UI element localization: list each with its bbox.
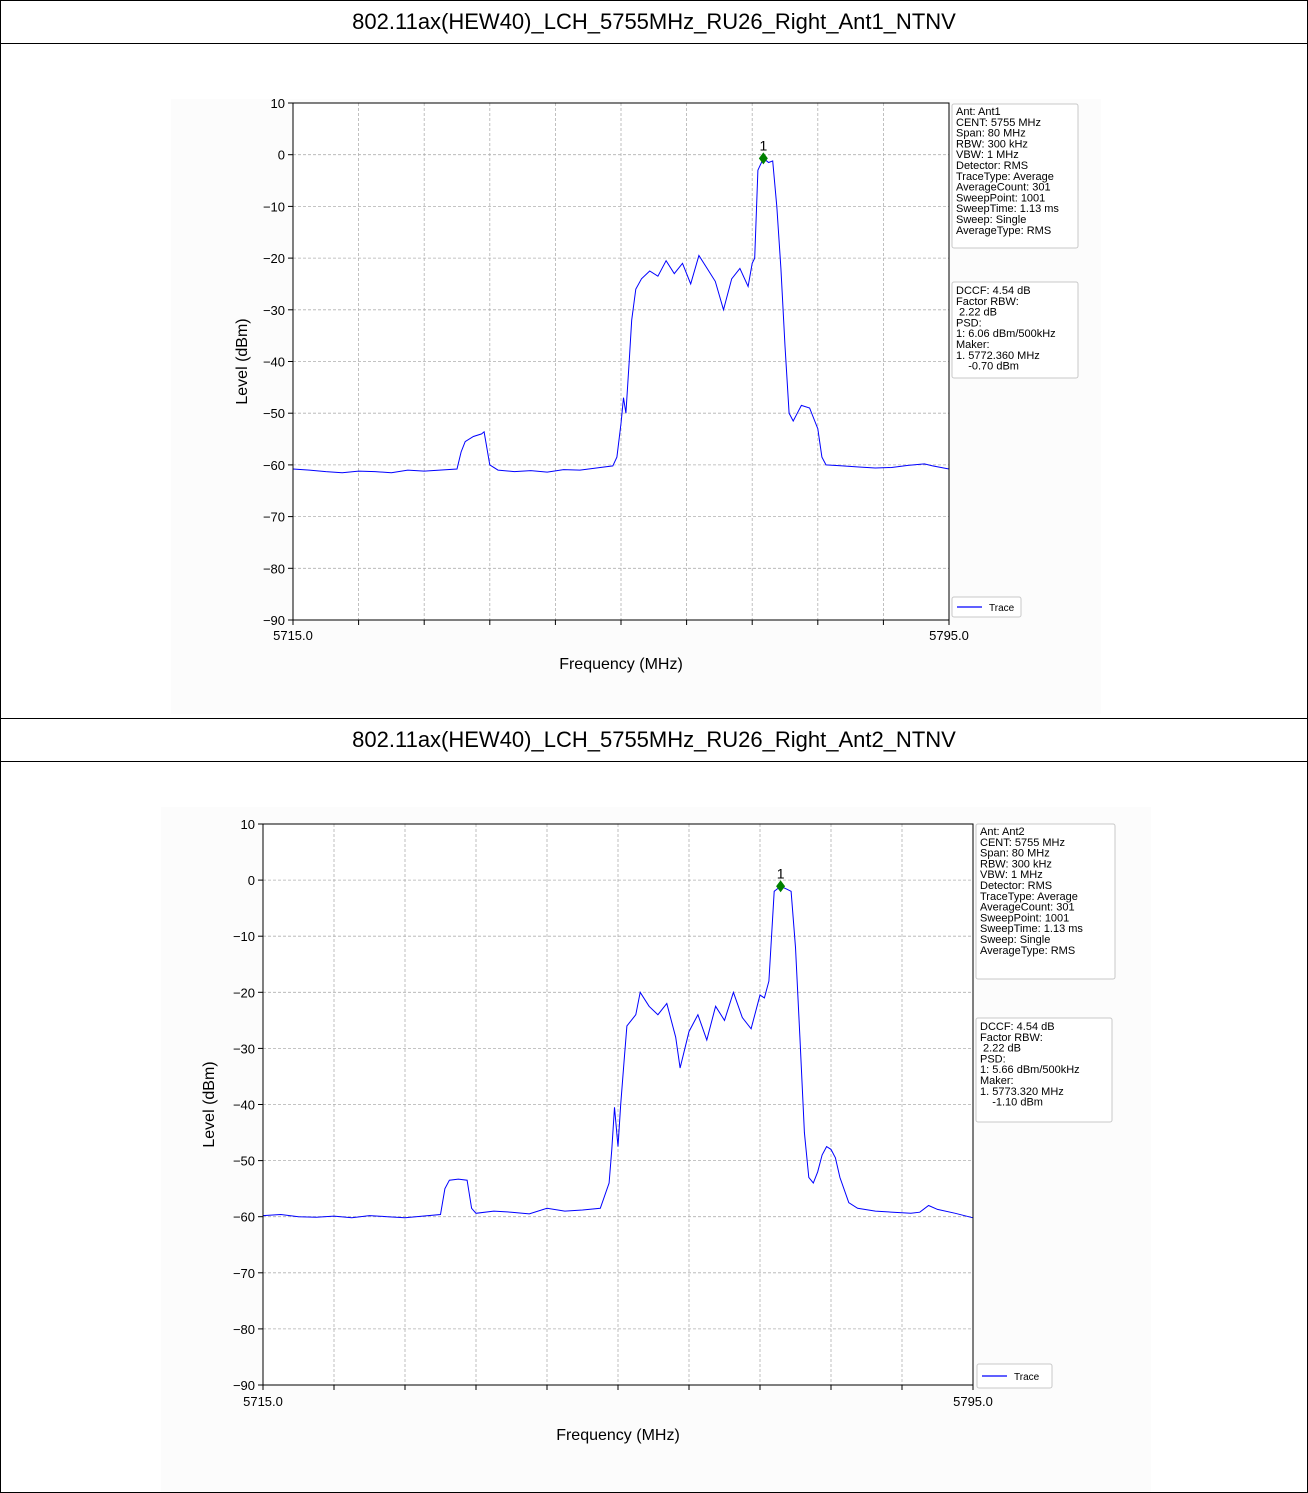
x-tick-label-start: 5715.0 xyxy=(273,628,313,643)
x-axis-label: Frequency (MHz) xyxy=(559,656,683,673)
plot-frame xyxy=(262,823,974,1386)
info-box-line: SweepTime: 1.13 ms xyxy=(980,923,1083,935)
y-tick-label: 10 xyxy=(271,96,285,111)
y-tick-label: −40 xyxy=(233,1098,255,1113)
plot-frame xyxy=(292,102,950,621)
y-tick-label: −70 xyxy=(263,510,285,525)
y-tick-label: −30 xyxy=(263,303,285,318)
info-box-line: Sweep: Single xyxy=(956,214,1026,226)
y-tick-label: −50 xyxy=(263,406,285,421)
trace-line xyxy=(292,157,950,474)
y-tick-label: −60 xyxy=(233,1210,255,1225)
info-box xyxy=(975,823,1116,980)
info-box-line: Ant: Ant1 xyxy=(956,106,1001,118)
y-tick-label: −80 xyxy=(263,561,285,576)
result-box-line: -0.70 dBm xyxy=(956,361,1019,373)
y-tick-label: −60 xyxy=(263,458,285,473)
info-box-line: AverageType: RMS xyxy=(980,945,1075,957)
y-tick-label: −20 xyxy=(263,251,285,266)
info-box-line: VBW: 1 MHz xyxy=(980,869,1043,881)
y-tick-label: −90 xyxy=(263,613,285,628)
trace-line xyxy=(262,885,974,1219)
info-box-line: Detector: RMS xyxy=(980,880,1052,892)
info-box-line: Ant: Ant2 xyxy=(980,826,1025,838)
marker-label: 1 xyxy=(777,865,785,881)
y-tick-label: −70 xyxy=(233,1266,255,1281)
info-box-line: TraceType: Average xyxy=(956,171,1054,183)
result-box-line: Maker: xyxy=(980,1075,1014,1087)
info-box-line: AverageCount: 301 xyxy=(956,182,1051,194)
panel-2-title: 802.11ax(HEW40)_LCH_5755MHz_RU26_Right_A… xyxy=(1,719,1307,762)
info-box-line: AverageType: RMS xyxy=(956,225,1051,237)
panel-2: 10 0 −10 −20 −30 −40 −50 −60 −70 −80 −90 5715.0 5795… xyxy=(1,762,1307,1492)
y-tick-label: −30 xyxy=(233,1041,255,1056)
result-box-line: PSD: xyxy=(980,1053,1006,1065)
info-box-line: SweepTime: 1.13 ms xyxy=(956,203,1059,215)
x-axis-label: Frequency (MHz) xyxy=(556,1427,680,1444)
result-box-line: DCCF: 4.54 dB xyxy=(980,1021,1055,1033)
result-box-line: -1.10 dBm xyxy=(980,1097,1043,1109)
y-tick-label: −10 xyxy=(233,929,255,944)
y-tick-label: −40 xyxy=(263,355,285,370)
legend-label: Trace xyxy=(1014,1372,1040,1383)
y-axis-label: Level (dBm) xyxy=(234,318,251,404)
y-tick-label: −80 xyxy=(233,1322,255,1337)
info-box-line: Span: 80 MHz xyxy=(980,848,1050,860)
marker-label: 1 xyxy=(759,137,767,153)
y-tick-label: −10 xyxy=(263,199,285,214)
result-box-line: 1. 5772.360 MHz xyxy=(956,350,1040,362)
row-divider xyxy=(1,718,1307,719)
marker-diamond xyxy=(776,880,786,893)
info-box-line: TraceType: Average xyxy=(980,891,1078,903)
result-box-line: Maker: xyxy=(956,339,990,351)
y-tick-label: 10 xyxy=(241,817,255,832)
y-tick-label: −90 xyxy=(233,1378,255,1393)
marker-diamond xyxy=(758,152,768,165)
y-axis-label: Level (dBm) xyxy=(201,1061,218,1147)
y-tick-label: 0 xyxy=(248,873,255,888)
info-box-line: RBW: 300 kHz xyxy=(980,858,1052,870)
panel-1: 10 0 −10 −20 −30 −40 −50 −60 −70 −80 −90 5715.0 5795… xyxy=(1,44,1307,718)
info-box-line: AverageCount: 301 xyxy=(980,902,1075,914)
result-box-line: Factor RBW: xyxy=(980,1032,1043,1044)
panel-1-title: 802.11ax(HEW40)_LCH_5755MHz_RU26_Right_A… xyxy=(1,1,1307,44)
y-tick-label: 0 xyxy=(278,148,285,163)
info-box-line: CENT: 5755 MHz xyxy=(980,837,1065,849)
info-box-line: CENT: 5755 MHz xyxy=(956,117,1041,129)
result-box-line: DCCF: 4.54 dB xyxy=(956,285,1031,297)
result-box-line: 1: 6.06 dBm/500kHz xyxy=(956,328,1056,340)
legend-box xyxy=(951,596,1022,618)
result-box-line: 2.22 dB xyxy=(956,307,997,319)
info-box-line: Sweep: Single xyxy=(980,934,1050,946)
result-box-line: 1. 5773.320 MHz xyxy=(980,1086,1064,1098)
info-box-line: VBW: 1 MHz xyxy=(956,149,1019,161)
result-box xyxy=(951,281,1079,379)
legend-label: Trace xyxy=(989,603,1015,614)
x-tick-label-end: 5795.0 xyxy=(953,1394,993,1409)
legend-box xyxy=(976,1363,1053,1389)
y-tick-label: −20 xyxy=(233,985,255,1000)
y-tick-label: −50 xyxy=(233,1154,255,1169)
x-tick-label-start: 5715.0 xyxy=(243,1394,283,1409)
result-box-line: 2.22 dB xyxy=(980,1043,1021,1055)
info-box xyxy=(951,103,1079,249)
info-box-line: Span: 80 MHz xyxy=(956,128,1026,140)
info-box-line: RBW: 300 kHz xyxy=(956,138,1028,150)
info-box-line: SweepPoint: 1001 xyxy=(980,912,1069,924)
result-box xyxy=(975,1017,1113,1123)
result-box-line: PSD: xyxy=(956,317,982,329)
info-box-line: Detector: RMS xyxy=(956,160,1028,172)
info-box-line: SweepPoint: 1001 xyxy=(956,192,1045,204)
result-box-line: 1: 5.66 dBm/500kHz xyxy=(980,1064,1080,1076)
result-box-line: Factor RBW: xyxy=(956,296,1019,308)
x-tick-label-end: 5795.0 xyxy=(929,628,969,643)
